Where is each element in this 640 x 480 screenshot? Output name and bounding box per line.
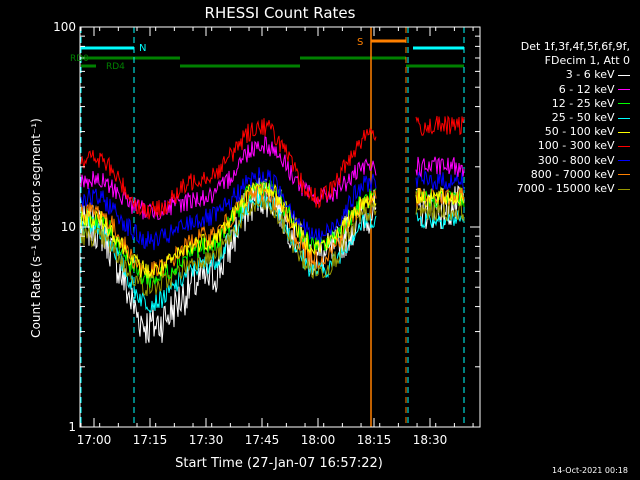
series-line [80,135,377,220]
legend-item: 50 - 100 keV [482,125,630,139]
y-tick-label: 10 [61,220,76,234]
legend-label: 800 - 7000 keV [530,167,618,181]
legend-swatch [618,188,630,190]
legend-header-line-1: Det 1f,3f,4f,5f,6f,9f, [520,40,630,53]
x-axis-label: Start Time (27-Jan-07 16:57:22) [175,456,383,471]
x-tick-label: 18:00 [301,433,336,447]
series-line [415,186,465,209]
chart-title: RHESSI Count Rates [205,4,356,22]
legend-item: 3 - 6 keV [482,68,630,82]
legend-item: 12 - 25 keV [482,97,630,111]
x-tick-label: 18:30 [413,433,448,447]
legend-header-line-2: FDecim 1, Att 0 [544,54,630,68]
legend-item: 25 - 50 keV [482,111,630,125]
plot-frame [79,26,481,428]
legend-label: 7000 - 15000 keV [516,182,618,196]
x-tick-label: 18:15 [357,433,392,447]
legend-label: 3 - 6 keV [565,68,618,82]
series-line [415,185,465,230]
x-tick-label: 17:15 [133,433,168,447]
night-label: N [139,43,146,54]
x-tick-label: 17:45 [245,433,280,447]
timestamp: 14-Oct-2021 00:18 [552,466,628,475]
legend-item: 7000 - 15000 keV [482,182,630,196]
legend-swatch [618,103,630,105]
y-tick-label: 1 [68,420,76,434]
x-tick-label: 17:30 [189,433,224,447]
series-line [80,167,377,251]
series-line [415,115,465,136]
x-tick-label: 17:00 [77,433,112,447]
legend-swatch [618,174,630,176]
series-line [80,118,377,220]
legend-swatch [618,74,630,76]
attenuator-label-rd0: RD0 [70,54,89,64]
legend-item: 6 - 12 keV [482,83,630,97]
legend-swatch [618,89,630,91]
series-line [415,210,465,230]
saa-label: S [357,37,363,48]
legend-label: 25 - 50 keV [551,111,618,125]
legend-label: 12 - 25 keV [551,96,618,110]
legend-swatch [618,131,630,133]
legend-swatch [618,145,630,147]
attenuator-label-rd4: RD4 [106,62,125,72]
legend-item: 800 - 7000 keV [482,168,630,182]
legend-swatch [618,117,630,119]
y-tick-label: 100 [53,20,76,34]
legend-label: 50 - 100 keV [544,125,618,139]
legend: Det 1f,3f,4f,5f,6f,9f, FDecim 1, Att 0 3… [482,40,630,196]
legend-item: 100 - 300 keV [482,139,630,153]
series-line [80,178,377,279]
y-axis-label: Count Rate (s⁻¹ detector segment⁻¹) [29,118,43,338]
legend-item: 300 - 800 keV [482,154,630,168]
legend-label: 300 - 800 keV [537,153,618,167]
legend-label: 6 - 12 keV [558,82,618,96]
series-line [415,201,465,222]
legend-swatch [618,160,630,162]
series-line [415,156,465,178]
legend-label: 100 - 300 keV [537,139,618,153]
